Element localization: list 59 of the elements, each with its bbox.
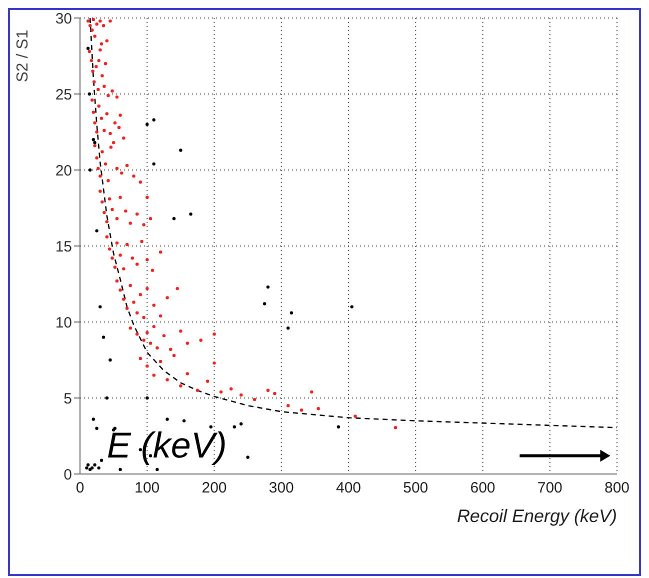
y-tick-label: 0 bbox=[64, 466, 72, 484]
point bbox=[262, 302, 266, 306]
point bbox=[102, 336, 106, 339]
y-axis-title: S2 / S1 bbox=[14, 30, 32, 82]
point bbox=[156, 468, 159, 472]
y-tick-label: 20 bbox=[55, 162, 72, 180]
x-tick-label: 100 bbox=[134, 480, 160, 497]
annotation: E (keV) bbox=[106, 424, 227, 466]
point bbox=[240, 422, 243, 426]
y-tick-label: 25 bbox=[55, 86, 72, 104]
point bbox=[166, 418, 169, 421]
x-tick-label: 700 bbox=[537, 480, 562, 497]
y-tick-label: 10 bbox=[55, 314, 72, 332]
point bbox=[189, 212, 192, 216]
point bbox=[152, 118, 156, 122]
point bbox=[93, 463, 96, 466]
point bbox=[146, 396, 149, 400]
x-tick-label: 800 bbox=[604, 480, 630, 497]
point bbox=[179, 148, 182, 152]
point bbox=[286, 326, 290, 330]
point bbox=[95, 426, 98, 430]
point bbox=[350, 305, 354, 308]
y-tick-label: 5 bbox=[64, 390, 72, 408]
point bbox=[88, 92, 91, 96]
point bbox=[138, 448, 142, 452]
x-tick-label: 600 bbox=[470, 480, 496, 497]
point bbox=[86, 463, 90, 466]
x-tick-label: 500 bbox=[403, 480, 428, 497]
x-tick-label: 200 bbox=[202, 480, 227, 497]
point bbox=[95, 229, 98, 232]
x-tick-label: 300 bbox=[268, 480, 294, 497]
point bbox=[88, 168, 92, 172]
point bbox=[92, 418, 96, 421]
point bbox=[105, 396, 108, 400]
point bbox=[85, 466, 88, 470]
point bbox=[209, 425, 212, 428]
x-tick-label: 0 bbox=[76, 480, 84, 497]
point bbox=[146, 122, 149, 126]
point bbox=[100, 458, 104, 462]
line-series bbox=[89, 18, 617, 428]
point bbox=[246, 456, 250, 459]
point bbox=[336, 425, 340, 428]
point bbox=[86, 46, 90, 50]
point bbox=[92, 138, 96, 142]
x-axis-title: Recoil Energy (keV) bbox=[456, 506, 617, 526]
y-tick-label: 30 bbox=[55, 10, 72, 28]
point bbox=[232, 425, 236, 428]
point bbox=[98, 305, 102, 308]
point bbox=[266, 285, 270, 289]
point bbox=[172, 217, 176, 220]
y-tick-label: 15 bbox=[55, 238, 72, 256]
point bbox=[290, 311, 294, 314]
point bbox=[108, 358, 112, 362]
x-tick-label: 400 bbox=[336, 480, 362, 497]
point bbox=[97, 466, 100, 470]
point bbox=[118, 468, 122, 472]
point bbox=[93, 141, 96, 144]
point bbox=[152, 162, 156, 166]
point bbox=[182, 419, 186, 422]
